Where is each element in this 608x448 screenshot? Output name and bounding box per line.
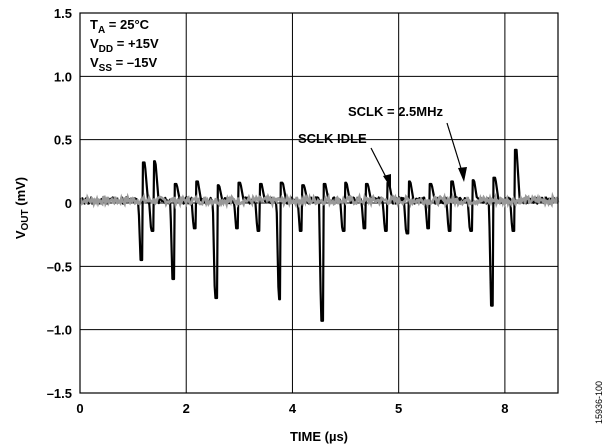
series-group <box>79 148 560 322</box>
tick-labels: 0 2 4 5 8 1.5 1.0 0.5 0 –0.5 –1.0 –1.5 <box>47 6 509 416</box>
annotation-sclk-idle: SCLK IDLE <box>298 131 367 146</box>
arrowhead-sclk-idle <box>383 174 391 188</box>
y-tick-label: –1.0 <box>47 323 72 338</box>
y-tick-label: 0 <box>65 196 72 211</box>
condition-line: VDD = +15V <box>90 36 159 55</box>
x-tick-label: 5 <box>395 401 402 416</box>
y-tick-label: 1.0 <box>54 69 72 84</box>
x-axis-title: TIME (µs) <box>290 429 348 444</box>
condition-line: VSS = –15V <box>90 55 158 74</box>
condition-line: TA = 25°C <box>90 17 150 36</box>
x-tick-label: 4 <box>289 401 297 416</box>
annotation-sclk-active: SCLK = 2.5MHz <box>348 104 443 119</box>
plot-frame <box>79 12 559 394</box>
series-line-sclk-idle <box>79 191 560 210</box>
series-line-sclk-active <box>79 148 559 322</box>
y-tick-label: –1.5 <box>47 386 72 401</box>
annotation-arrows <box>370 122 467 188</box>
arrowhead-sclk-active <box>458 167 467 182</box>
y-tick-label: –0.5 <box>47 259 72 274</box>
y-tick-label: 0.5 <box>54 133 72 148</box>
x-tick-label: 2 <box>183 401 190 416</box>
y-axis-title: VOUT (mV) <box>13 177 31 239</box>
x-tick-label: 0 <box>76 401 83 416</box>
figure-id: 15936-100 <box>594 381 604 424</box>
x-tick-label: 8 <box>501 401 508 416</box>
y-tick-label: 1.5 <box>54 6 72 21</box>
